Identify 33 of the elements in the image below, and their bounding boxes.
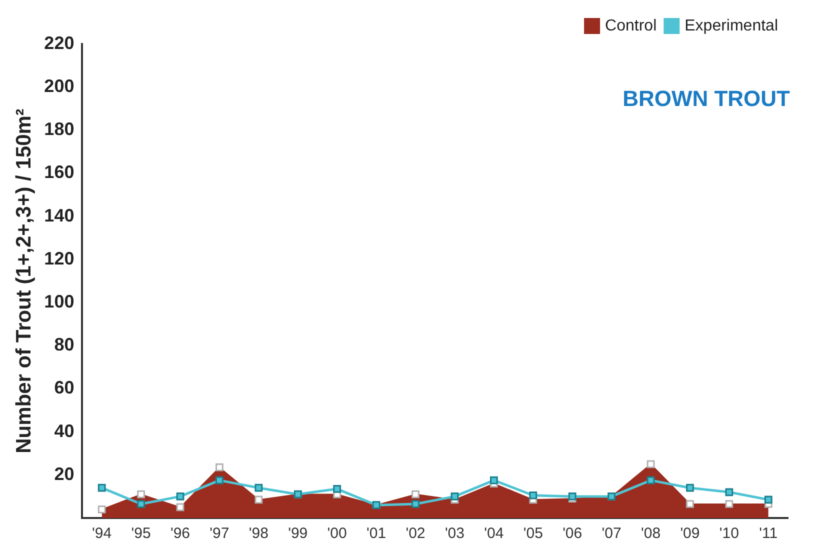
x-tick-label: '00 <box>327 525 347 542</box>
x-tick-label: '07 <box>602 525 622 542</box>
x-tick-label: '05 <box>523 525 543 542</box>
x-tick-label: '04 <box>484 525 504 542</box>
text: BROWN TROUT <box>622 86 790 112</box>
x-tick-label: '01 <box>366 525 386 542</box>
x-tick-label: '98 <box>248 525 268 542</box>
x-tick-label: '06 <box>562 525 582 542</box>
y-tick-label: 120 <box>44 248 74 268</box>
y-tick-label: 20 <box>54 464 74 484</box>
x-tick-label: '95 <box>131 525 151 542</box>
x-tick-label: '02 <box>406 525 426 542</box>
y-tick-label: 180 <box>44 119 74 140</box>
y-tick-label: 200 <box>44 76 74 96</box>
x-tick-label: '94 <box>92 525 112 542</box>
x-tick-label: '96 <box>170 525 190 542</box>
y-tick-label: 40 <box>54 420 74 441</box>
y-tick-label: 220 <box>44 32 74 53</box>
legend-label: Control <box>605 17 657 34</box>
y-tick-label: 140 <box>44 205 74 226</box>
y-tick-label: 160 <box>44 162 74 182</box>
x-tick-label: '09 <box>680 525 700 542</box>
x-tick-label: '03 <box>444 525 464 542</box>
legend-label: Experimental <box>684 17 778 34</box>
y-axis-title: Number of Trout (1+,2+,3+) / 150m² <box>12 108 36 454</box>
x-tick-label: '99 <box>288 525 308 542</box>
y-tick-label: 100 <box>44 292 74 312</box>
x-tick-label: '10 <box>719 525 739 542</box>
x-tick-label: '08 <box>640 525 661 542</box>
y-tick-label: 60 <box>54 378 74 398</box>
x-tick-label: '97 <box>210 525 230 542</box>
x-tick-label: '11 <box>759 525 778 542</box>
y-tick-label: 80 <box>54 334 74 355</box>
